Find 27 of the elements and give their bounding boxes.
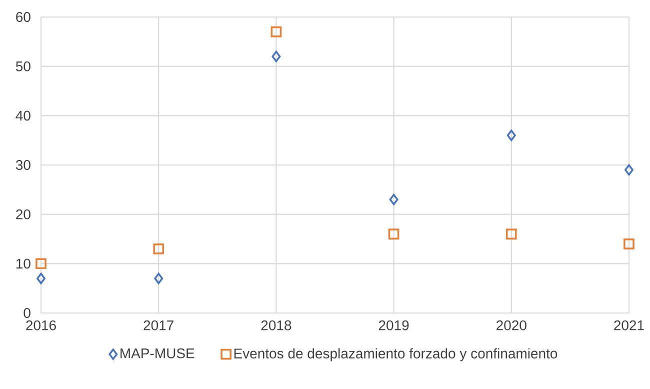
- x-tick-label: 2021: [614, 320, 644, 330]
- point: [272, 50, 281, 62]
- y-tick-label: 50: [16, 61, 30, 72]
- legend-label: MAP-MUSE: [120, 348, 194, 358]
- point: [624, 238, 634, 250]
- point: [624, 164, 634, 176]
- x-tick-label: 2019: [378, 320, 409, 330]
- y-tick-label: 20: [16, 209, 30, 220]
- x-tick-label: 2017: [144, 320, 174, 330]
- point: [389, 194, 398, 206]
- point: [36, 258, 46, 270]
- point: [506, 228, 517, 240]
- y-tick-label: 30: [16, 160, 30, 170]
- y-tick-label: 0: [24, 308, 30, 318]
- y-tick-label: 60: [16, 12, 30, 22]
- y-tick-label: 40: [16, 110, 30, 121]
- point: [153, 243, 164, 254]
- point: [270, 26, 282, 38]
- x-tick-label: 2018: [261, 320, 292, 330]
- point: [388, 228, 400, 240]
- x-tick-label: 2020: [496, 320, 526, 330]
- x-tick-label: 2016: [26, 320, 56, 330]
- legend-label: Eventos de desplazamiento forzado y confinamiento: [234, 348, 558, 362]
- point: [154, 272, 164, 284]
- point: [36, 272, 46, 284]
- point: [506, 130, 516, 142]
- y-tick-label: 10: [16, 258, 30, 269]
